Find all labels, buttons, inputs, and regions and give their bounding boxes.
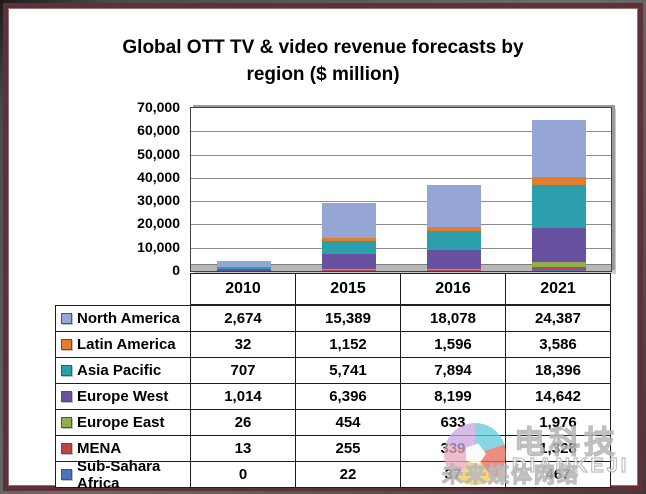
table-value-cell: 18,078 — [400, 305, 506, 332]
legend-key-swatch — [61, 417, 72, 428]
table-value-cell: 3,586 — [505, 331, 611, 358]
gridline — [191, 131, 611, 133]
bar-segment-europe-west — [321, 254, 376, 270]
table-value-cell: 1,152 — [295, 331, 401, 358]
chart-title: Global OTT TV & video revenue forecasts … — [50, 34, 596, 88]
bar-segment-asia-pacific — [321, 241, 376, 255]
region-label: MENA — [77, 440, 122, 457]
table-row-label: Europe East — [55, 409, 191, 436]
table-value-cell: 1,976 — [505, 409, 611, 436]
bar-segment-asia-pacific — [426, 231, 481, 250]
table-value-cell: 22 — [295, 461, 401, 488]
table-value-cell: 1,014 — [190, 383, 296, 410]
y-tick-label: 30,000 — [137, 192, 180, 209]
table-value-cell: 1,328 — [505, 435, 611, 462]
bar-segment-latin-america — [531, 176, 586, 186]
table-value-cell: 26 — [190, 409, 296, 436]
table-value-cell: 6,396 — [295, 383, 401, 410]
region-label: North America — [77, 310, 180, 327]
table-value-cell: 13 — [190, 435, 296, 462]
y-tick-label: 40,000 — [137, 168, 180, 185]
bar-segment-europe-east — [321, 269, 376, 271]
table-value-cell: 37 — [400, 461, 506, 488]
year-header-cell: 2015 — [295, 273, 401, 305]
bar-segment-europe-west — [216, 268, 271, 271]
table-value-cell: 454 — [295, 409, 401, 436]
table-row-label: Latin America — [55, 331, 191, 358]
table-value-cell: 0 — [190, 461, 296, 488]
bar-segment-europe-west — [426, 249, 481, 269]
table-value-cell: 14,642 — [505, 383, 611, 410]
region-label: Latin America — [77, 336, 176, 353]
bar-segment-latin-america — [321, 238, 376, 242]
y-tick-label: 10,000 — [137, 238, 180, 255]
y-tick-label: 60,000 — [137, 122, 180, 139]
gridline — [191, 247, 611, 249]
legend-key-swatch — [61, 339, 72, 350]
bar-segment-asia-pacific — [531, 185, 586, 229]
legend-key-swatch — [61, 365, 72, 376]
table-row-label: North America — [55, 305, 191, 332]
y-tick-label: 0 — [172, 262, 180, 278]
bar-segment-europe-east — [531, 262, 586, 267]
year-header-cell: 2016 — [400, 273, 506, 305]
bar-segment-north-america — [321, 202, 376, 239]
gridline — [191, 154, 611, 156]
bar-segment-north-america — [531, 120, 586, 177]
bar-segment-mena — [321, 269, 376, 271]
region-label: Europe West — [77, 388, 169, 405]
bar-segment-latin-america — [426, 227, 481, 232]
gridline — [191, 201, 611, 203]
plot-floor — [191, 264, 611, 271]
bar-segment-europe-west — [531, 228, 586, 263]
region-label: Sub-Sahara Africa — [77, 457, 161, 492]
table-value-cell: 5,741 — [295, 357, 401, 384]
table-value-cell: 255 — [295, 435, 401, 462]
year-header-cell: 2021 — [505, 273, 611, 305]
chart-title-line2: region ($ million) — [246, 64, 400, 85]
bar-segment-sub-sahara-africa — [531, 269, 586, 271]
table-value-cell: 633 — [400, 409, 506, 436]
region-label: Europe East — [77, 414, 165, 431]
table-value-cell: 18,396 — [505, 357, 611, 384]
legend-key-swatch — [61, 391, 72, 402]
chart-title-line1: Global OTT TV & video revenue forecasts … — [122, 37, 524, 58]
table-value-cell: 15,389 — [295, 305, 401, 332]
region-label: Asia Pacific — [77, 362, 162, 379]
gridline — [191, 177, 611, 179]
table-value-cell: 8,199 — [400, 383, 506, 410]
year-header-cell: 2010 — [190, 273, 296, 305]
table-value-cell: 339 — [400, 435, 506, 462]
table-value-cell: 24,387 — [505, 305, 611, 332]
bar-segment-north-america — [216, 260, 271, 267]
legend-key-swatch — [61, 469, 72, 480]
legend-key-swatch — [61, 443, 72, 454]
table-value-cell: 467 — [505, 461, 611, 488]
y-tick-label: 50,000 — [137, 145, 180, 162]
bar-segment-mena — [531, 266, 586, 270]
table-value-cell: 2,674 — [190, 305, 296, 332]
y-tick-label: 20,000 — [137, 215, 180, 232]
table-value-cell: 1,596 — [400, 331, 506, 358]
table-row-label: MENA — [55, 435, 191, 462]
table-row-label: Sub-Sahara Africa — [55, 458, 191, 492]
y-tick-label: 70,000 — [137, 99, 180, 115]
table-row-label: Europe West — [55, 383, 191, 410]
table-value-cell: 32 — [190, 331, 296, 358]
table-value-cell: 707 — [190, 357, 296, 384]
table-row-label: Asia Pacific — [55, 357, 191, 384]
bar-segment-mena — [426, 269, 481, 271]
bar-segment-asia-pacific — [216, 266, 271, 269]
legend-key-swatch — [61, 313, 72, 324]
table-value-cell: 7,894 — [400, 357, 506, 384]
bar-segment-north-america — [426, 185, 481, 228]
plot-area — [190, 107, 612, 272]
gridline — [191, 224, 611, 226]
bar-segment-europe-east — [426, 268, 481, 271]
